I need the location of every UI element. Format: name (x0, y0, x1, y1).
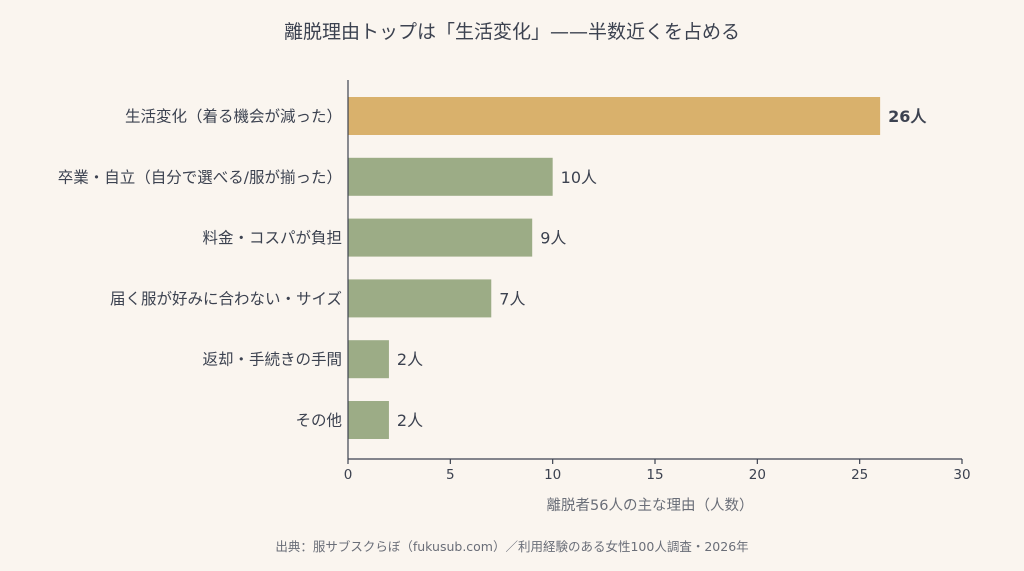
value-label-4: 2人 (397, 350, 423, 369)
category-label-5: その他 (295, 412, 342, 430)
value-label-2: 9人 (540, 229, 566, 248)
category-label-4: 返却・手続きの手間 (202, 351, 342, 369)
value-labels: 26人 10人 9人 7人 2人 2人 (397, 107, 927, 430)
bar-5 (348, 401, 389, 439)
bar-0 (348, 97, 881, 135)
x-tick-label-1: 5 (446, 467, 455, 483)
source-note: 出典：服サブスクらぼ（fukusub.com）／利用経験のある女性100人調査・… (275, 539, 748, 554)
category-label-3: 届く服が好みに合わない・サイズ (110, 290, 342, 308)
x-tick-label-3: 15 (646, 467, 663, 483)
x-tick-label-0: 0 (344, 467, 353, 483)
value-label-5: 2人 (397, 411, 423, 430)
bars-group (348, 97, 881, 439)
category-label-2: 料金・コスパが負担 (202, 229, 342, 247)
bar-2 (348, 218, 533, 257)
category-labels: 生活変化（着る機会が減った） 卒業・自立（自分で選べる/服が揃った） 料金・コスパが… (58, 108, 342, 430)
category-label-1: 卒業・自立（自分で選べる/服が揃った） (58, 168, 342, 186)
x-tick-label-4: 20 (749, 467, 766, 483)
x-tick-label-2: 10 (544, 467, 561, 483)
x-tick-label-5: 25 (851, 467, 868, 483)
x-tick-label-6: 30 (953, 467, 970, 483)
value-label-0: 26人 (888, 107, 927, 126)
bar-1 (348, 157, 553, 196)
category-label-0: 生活変化（着る機会が減った） (125, 108, 342, 126)
x-axis-ticks: 0 5 10 15 20 25 30 (344, 459, 971, 483)
bar-4 (348, 340, 389, 379)
chart-title: 離脱理由トップは「生活変化」——半数近くを占める (284, 21, 740, 43)
value-label-3: 7人 (499, 289, 525, 308)
bar-3 (348, 279, 492, 318)
x-axis-label: 離脱者56人の主な理由（人数） (547, 496, 754, 514)
value-label-1: 10人 (561, 168, 597, 187)
